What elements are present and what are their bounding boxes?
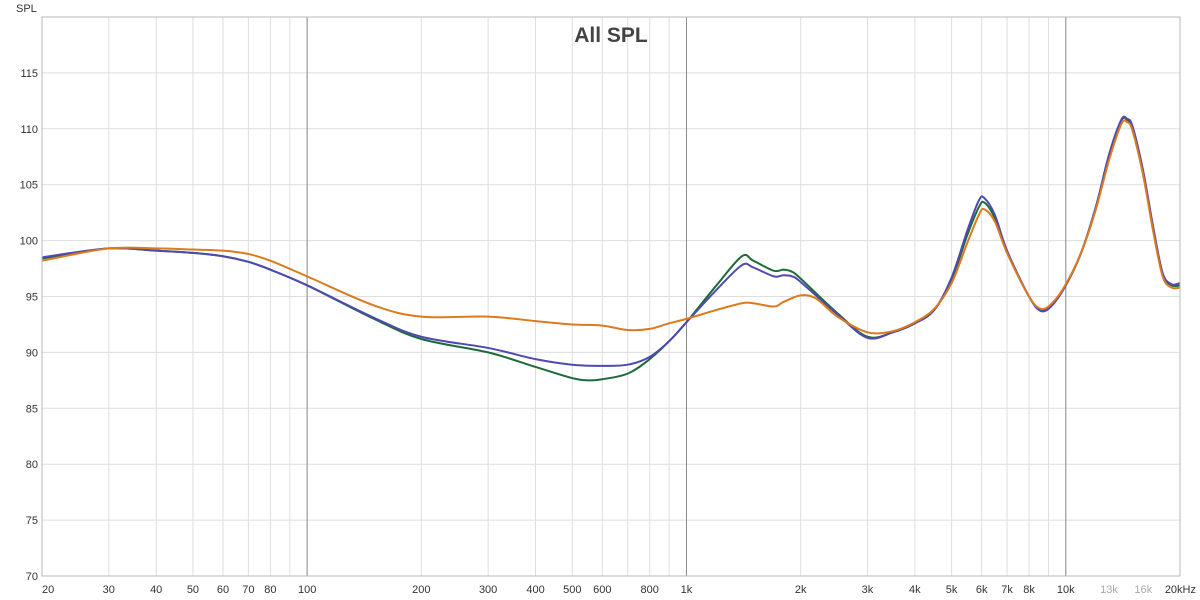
x-tick-label: 400 <box>526 584 544 596</box>
y-tick-label: 75 <box>26 515 38 527</box>
x-tick-label: 4k <box>909 584 921 596</box>
x-tick-label: 100 <box>298 584 316 596</box>
x-tick-label: 30 <box>103 584 115 596</box>
x-tick-label: 60 <box>217 584 229 596</box>
y-tick-label: 115 <box>20 68 38 80</box>
y-tick-label: 85 <box>26 403 38 415</box>
y-tick-label: 110 <box>20 124 38 136</box>
x-tick-label: 50 <box>187 584 199 596</box>
y-tick-label: 70 <box>26 571 38 583</box>
y-tick-label: 80 <box>26 459 38 471</box>
series-line-2 <box>41 115 1181 367</box>
y-tick-label: 90 <box>26 347 38 359</box>
y-tick-label: 95 <box>26 292 38 304</box>
x-tick-label: 20kHz <box>1165 584 1196 596</box>
x-tick-label: 300 <box>479 584 497 596</box>
x-tick-label: 80 <box>264 584 276 596</box>
x-tick-labels: 20 30 40 50 60 70 80 100 200 300 400 500 600 800 1k 2k 3… <box>42 584 1196 596</box>
y-axis-label: SPL <box>16 3 37 15</box>
x-tick-label: 8k <box>1023 584 1035 596</box>
x-tick-label: 800 <box>641 584 659 596</box>
x-tick-label: 70 <box>242 584 254 596</box>
x-tick-label: 40 <box>150 584 162 596</box>
x-tick-label: 6k <box>976 584 988 596</box>
x-tick-label: 600 <box>593 584 611 596</box>
chart-title: All SPL <box>574 24 648 47</box>
x-tick-label: 200 <box>412 584 430 596</box>
x-tick-label: 10k <box>1057 584 1075 596</box>
x-tick-label: 2k <box>795 584 807 596</box>
x-tick-label: 13k <box>1100 584 1118 596</box>
y-tick-label: 100 <box>20 236 38 248</box>
series-layer <box>41 115 1181 382</box>
plot-frame <box>41 16 1181 577</box>
x-tick-label: 16k <box>1134 584 1152 596</box>
x-tick-label: 3k <box>862 584 874 596</box>
x-tick-label: 500 <box>563 584 581 596</box>
series-line-3 <box>41 119 1181 335</box>
x-tick-label: 5k <box>946 584 958 596</box>
y-tick-label: 105 <box>20 180 38 192</box>
major-grid <box>306 17 1067 576</box>
x-tick-label: 20 <box>42 584 54 596</box>
x-tick-label: 7k <box>1001 584 1013 596</box>
y-tick-labels: 70 75 80 85 90 95 100 105 110 115 <box>20 68 38 583</box>
x-tick-label: 1k <box>681 584 693 596</box>
